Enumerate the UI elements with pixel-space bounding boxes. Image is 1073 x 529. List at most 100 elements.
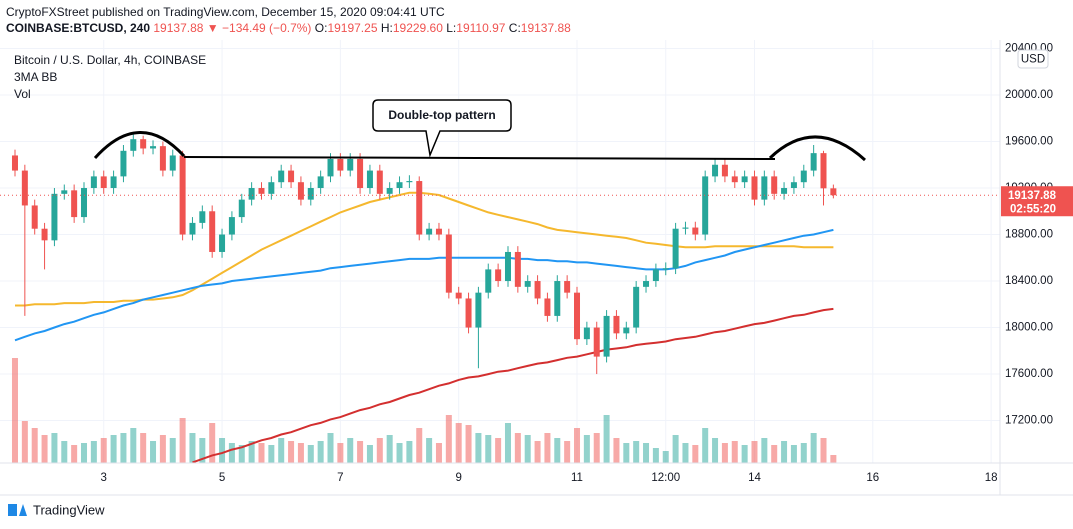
volume-bar	[702, 428, 709, 463]
volume-bar	[327, 433, 334, 463]
volume-bar	[633, 441, 640, 463]
candle-body	[21, 170, 28, 206]
x-tick-label: 9	[455, 472, 461, 484]
candle-body	[593, 327, 600, 357]
candle-body	[120, 150, 127, 177]
callout	[372, 99, 512, 158]
volume-bar	[810, 433, 817, 463]
o: 19197.25	[327, 21, 377, 35]
candle-body	[633, 286, 640, 328]
candle-body	[426, 228, 433, 235]
currency-box	[1017, 49, 1049, 69]
volume-bar	[830, 455, 837, 463]
candle-body	[337, 158, 344, 171]
currency: USD	[1021, 54, 1045, 66]
x-tick-label: 11	[571, 472, 583, 484]
volume-bar	[682, 443, 689, 463]
candle-body	[317, 176, 324, 189]
candle-body	[465, 298, 472, 328]
volume-bar	[741, 445, 748, 463]
volume-bar	[761, 438, 768, 463]
volume-bar	[396, 443, 403, 463]
volume-bar	[386, 435, 393, 463]
candle-body	[110, 176, 117, 189]
candle-body	[100, 176, 107, 189]
volume-bar	[31, 428, 38, 463]
volume-bar	[51, 433, 58, 463]
candle-body	[800, 170, 807, 183]
y-tick-label: 18400.00	[1005, 275, 1053, 287]
candle-body	[416, 181, 423, 235]
volume-bar	[652, 448, 659, 463]
candle-body	[150, 146, 157, 149]
volume-bar	[534, 441, 541, 463]
volume-bar	[504, 423, 511, 463]
volume-bar	[110, 435, 117, 463]
candle-body	[583, 327, 590, 340]
y-tick-label: 19600.00	[1005, 136, 1053, 148]
axis-layer: 17200.00 17600.00 18000.00 18400.00 18800.00…	[101, 43, 1073, 484]
volume-bar	[41, 435, 48, 463]
volume-bar	[603, 415, 610, 463]
volume-bar	[820, 438, 827, 463]
indicator: 3MA BB	[14, 70, 57, 84]
volume-bar	[130, 428, 137, 463]
volume-bar	[623, 443, 630, 463]
volume-bar	[475, 433, 482, 463]
price-tag	[1001, 186, 1073, 217]
candle-body	[544, 298, 551, 316]
y-tick-label: 18000.00	[1005, 322, 1053, 334]
candle-body	[238, 199, 245, 218]
candle-body	[751, 176, 758, 200]
volume-bar	[159, 435, 166, 463]
candle-body	[741, 176, 748, 183]
volume-bar	[248, 441, 255, 463]
volume-label: Vol	[14, 87, 31, 101]
candle-body	[475, 292, 482, 328]
logo	[8, 504, 27, 516]
candle-body	[712, 164, 719, 177]
candle-body	[504, 251, 511, 282]
volume-bar	[790, 445, 797, 463]
candle-body	[455, 292, 462, 299]
x-tick-label: 16	[866, 472, 879, 484]
candle-body	[830, 188, 837, 196]
candle-body	[652, 269, 659, 282]
candle-body	[386, 188, 393, 194]
volume-bar	[179, 418, 186, 463]
candle-body	[603, 315, 610, 357]
candle-body	[623, 327, 630, 334]
candle-body	[81, 188, 88, 218]
candle-body	[554, 281, 561, 316]
volume-bar	[771, 445, 778, 463]
candle-body	[288, 170, 295, 183]
volume-bar	[731, 441, 738, 463]
candle-body	[209, 211, 216, 252]
y-tick-label: 17200.00	[1005, 415, 1053, 427]
l-label: L:	[446, 21, 456, 35]
candle-body	[495, 269, 502, 282]
candle-body	[662, 268, 669, 270]
candle-body	[130, 139, 137, 151]
candle-body	[268, 182, 275, 194]
volume-bar	[268, 445, 275, 463]
x-tick-label: 7	[337, 472, 343, 484]
volume-bar	[169, 438, 176, 463]
candle-body	[219, 234, 226, 252]
change: −134.49 (−0.7%)	[222, 21, 311, 35]
x-tick-label: 5	[219, 472, 225, 484]
o-label: O:	[315, 21, 328, 35]
volume-bar	[426, 438, 433, 463]
volume-bar	[228, 443, 235, 463]
x-tick-label: 12:00	[651, 472, 680, 484]
volume-bar	[297, 443, 304, 463]
candle-body	[159, 146, 166, 171]
x-tick-label: 18	[985, 472, 998, 484]
candle-body	[366, 170, 373, 189]
volume-bar	[554, 438, 561, 463]
volume-bar	[574, 428, 581, 463]
volume-bar	[258, 443, 265, 463]
x-tick-label: 3	[101, 472, 107, 484]
candle-body	[228, 217, 235, 235]
